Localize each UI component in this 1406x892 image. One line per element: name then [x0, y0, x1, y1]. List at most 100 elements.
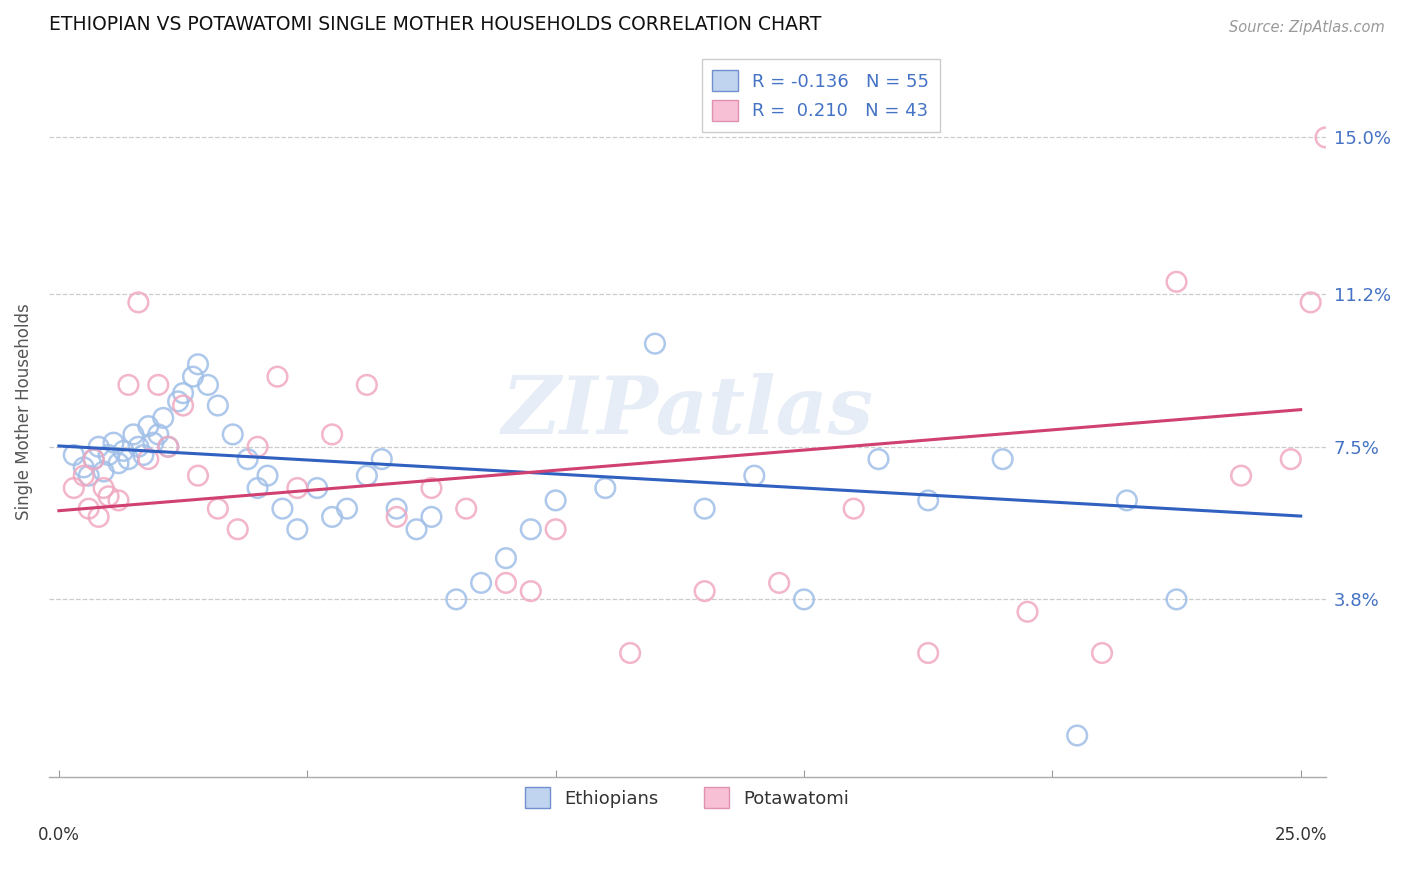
- Point: [285, 481, 308, 495]
- Point: [307, 481, 329, 495]
- Point: [371, 452, 394, 467]
- Point: [236, 452, 259, 467]
- Point: [1115, 493, 1137, 508]
- Point: [385, 501, 408, 516]
- Point: [97, 489, 120, 503]
- Point: [127, 295, 149, 310]
- Point: [1230, 468, 1253, 483]
- Point: [356, 378, 378, 392]
- Point: [167, 394, 190, 409]
- Point: [73, 468, 96, 483]
- Point: [122, 427, 145, 442]
- Point: [107, 493, 129, 508]
- Point: [544, 522, 567, 536]
- Point: [117, 452, 139, 467]
- Point: [148, 427, 170, 442]
- Point: [181, 369, 204, 384]
- Point: [266, 369, 288, 384]
- Point: [1299, 295, 1322, 310]
- Point: [127, 440, 149, 454]
- Point: [1066, 729, 1088, 743]
- Legend: Ethiopians, Potawatomi: Ethiopians, Potawatomi: [517, 780, 856, 815]
- Point: [157, 440, 180, 454]
- Point: [107, 456, 129, 470]
- Point: [336, 501, 359, 516]
- Point: [446, 592, 468, 607]
- Point: [256, 468, 278, 483]
- Point: [420, 481, 443, 495]
- Point: [868, 452, 890, 467]
- Point: [544, 493, 567, 508]
- Point: [172, 386, 194, 401]
- Point: [495, 575, 517, 590]
- Point: [77, 468, 100, 483]
- Point: [1017, 605, 1039, 619]
- Point: [62, 481, 84, 495]
- Point: [87, 440, 110, 454]
- Point: [136, 452, 159, 467]
- Point: [693, 584, 716, 599]
- Point: [187, 357, 209, 371]
- Point: [222, 427, 245, 442]
- Point: [142, 435, 165, 450]
- Point: [742, 468, 765, 483]
- Point: [917, 493, 939, 508]
- Point: [197, 378, 219, 392]
- Point: [77, 501, 100, 516]
- Point: [87, 509, 110, 524]
- Point: [768, 575, 790, 590]
- Point: [148, 378, 170, 392]
- Text: 25.0%: 25.0%: [1274, 826, 1327, 844]
- Point: [93, 465, 115, 479]
- Point: [1350, 575, 1372, 590]
- Text: ZIPatlas: ZIPatlas: [501, 373, 873, 450]
- Point: [520, 584, 543, 599]
- Point: [112, 443, 135, 458]
- Point: [1329, 522, 1351, 536]
- Point: [136, 419, 159, 434]
- Point: [83, 452, 105, 467]
- Point: [172, 399, 194, 413]
- Point: [132, 448, 155, 462]
- Point: [226, 522, 249, 536]
- Point: [321, 509, 343, 524]
- Point: [1315, 130, 1337, 145]
- Point: [157, 440, 180, 454]
- Point: [420, 509, 443, 524]
- Point: [495, 551, 517, 566]
- Point: [246, 440, 269, 454]
- Point: [917, 646, 939, 660]
- Point: [117, 378, 139, 392]
- Point: [405, 522, 427, 536]
- Point: [1279, 452, 1302, 467]
- Point: [285, 522, 308, 536]
- Point: [207, 399, 229, 413]
- Point: [991, 452, 1014, 467]
- Point: [152, 410, 174, 425]
- Y-axis label: Single Mother Households: Single Mother Households: [15, 303, 32, 520]
- Point: [1364, 551, 1386, 566]
- Point: [97, 448, 120, 462]
- Point: [356, 468, 378, 483]
- Text: 0.0%: 0.0%: [38, 826, 80, 844]
- Point: [595, 481, 617, 495]
- Point: [644, 336, 666, 351]
- Point: [246, 481, 269, 495]
- Point: [1166, 275, 1188, 289]
- Point: [842, 501, 865, 516]
- Point: [93, 481, 115, 495]
- Point: [693, 501, 716, 516]
- Point: [619, 646, 641, 660]
- Point: [1091, 646, 1114, 660]
- Point: [187, 468, 209, 483]
- Point: [456, 501, 478, 516]
- Point: [321, 427, 343, 442]
- Point: [103, 435, 125, 450]
- Point: [271, 501, 294, 516]
- Point: [1166, 592, 1188, 607]
- Point: [73, 460, 96, 475]
- Point: [470, 575, 492, 590]
- Point: [83, 452, 105, 467]
- Text: ETHIOPIAN VS POTAWATOMI SINGLE MOTHER HOUSEHOLDS CORRELATION CHART: ETHIOPIAN VS POTAWATOMI SINGLE MOTHER HO…: [49, 15, 821, 34]
- Point: [385, 509, 408, 524]
